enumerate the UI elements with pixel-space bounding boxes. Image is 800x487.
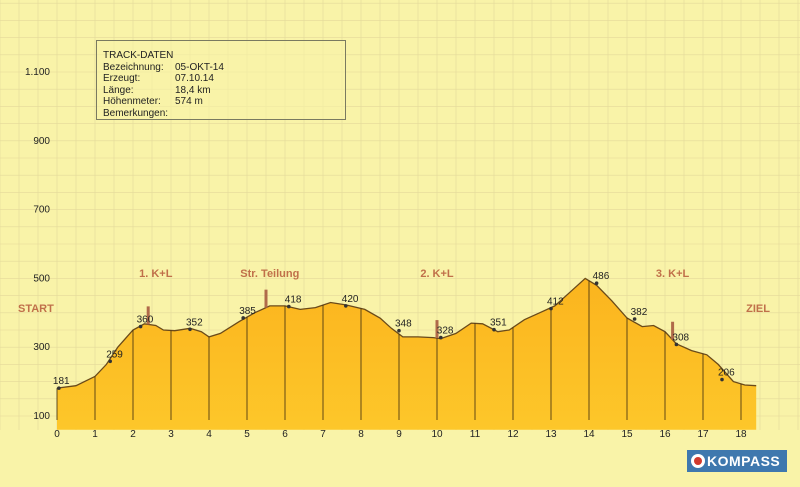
elevation-point-label: 486 — [593, 271, 610, 282]
x-tick-label: 2 — [130, 429, 136, 440]
x-tick-label: 15 — [621, 429, 633, 440]
elevation-point — [632, 317, 637, 321]
elevation-point-label: 418 — [285, 295, 302, 306]
elevation-point-label: 348 — [395, 319, 412, 330]
logo-text: KOMPASS — [707, 453, 781, 469]
elevation-point — [344, 304, 348, 308]
x-tick-label: 1 — [92, 429, 98, 440]
waypoint-annotation: 1. K+L — [139, 268, 173, 280]
elevation-point-label: 328 — [437, 326, 454, 337]
x-tick-label: 5 — [244, 429, 250, 440]
x-tick-label: 7 — [320, 429, 326, 440]
info-value: 05-OKT-14 — [175, 61, 224, 73]
waypoint-annotation: ZIEL — [746, 303, 770, 315]
info-row-length: Länge: 18,4 km — [103, 85, 345, 97]
elevation-point — [439, 335, 443, 340]
x-tick-label: 11 — [470, 429, 481, 440]
y-tick-label: 300 — [33, 342, 50, 353]
info-key: Erzeugt: — [103, 73, 141, 85]
info-value: 18,4 km — [175, 84, 211, 96]
waypoint-marker — [264, 289, 268, 308]
kompass-logo-icon — [691, 454, 705, 468]
y-tick-label: 1.100 — [25, 67, 50, 78]
info-row-elevation: Höhenmeter: 574 m — [103, 96, 345, 108]
elevation-point-label: 420 — [342, 294, 359, 305]
elevation-point — [241, 316, 245, 320]
info-key: Bemerkungen: — [103, 107, 169, 119]
elevation-point-label: 412 — [547, 297, 564, 308]
elevation-point — [594, 281, 599, 286]
waypoint-marker — [671, 321, 675, 340]
elevation-point-label: 382 — [631, 307, 648, 318]
y-tick-label: 500 — [33, 273, 50, 284]
x-tick-label: 3 — [168, 429, 174, 440]
waypoint-annotation: 2. K+L — [420, 268, 454, 280]
elevation-point-label: 308 — [672, 332, 689, 343]
elevation-point — [720, 377, 724, 382]
elevation-point — [674, 342, 679, 347]
waypoint-annotation: Str. Teilung — [240, 268, 299, 280]
x-tick-label: 14 — [583, 429, 595, 440]
elevation-point-label: 259 — [106, 349, 123, 360]
elevation-point-label: 360 — [137, 315, 154, 326]
elevation-point — [287, 304, 291, 309]
track-data-box: TRACK-DATEN Bezeichnung: 05-OKT-14 Erzeu… — [96, 40, 346, 120]
y-tick-label: 700 — [33, 205, 50, 216]
elevation-point — [492, 327, 496, 332]
elevation-line — [56, 277, 757, 389]
x-tick-label: 18 — [735, 429, 747, 440]
waypoint-annotations: START 1. K+L Str. Teilung 2. K+L 3. K+L ZIEL — [18, 268, 770, 315]
waypoint-markers — [146, 289, 675, 340]
x-tick-label: 10 — [431, 429, 443, 440]
info-key: Bezeichnung: — [103, 61, 164, 73]
y-tick-label: 900 — [33, 136, 50, 147]
elevation-area — [56, 277, 757, 430]
elevation-point — [397, 328, 401, 333]
y-tick-label: 100 — [33, 411, 50, 422]
x-tick-label: 4 — [206, 429, 212, 440]
info-row-created: Erzeugt: 07.10.14 — [103, 73, 345, 85]
x-tick-label: 17 — [697, 429, 709, 440]
info-row-remarks: Bemerkungen: — [103, 108, 345, 120]
x-tick-label: 6 — [282, 429, 288, 440]
waypoint-annotation: 3. K+L — [656, 268, 690, 280]
x-tick-label: 16 — [659, 429, 671, 440]
kompass-logo: KOMPASS — [687, 450, 787, 472]
x-tick-label: 13 — [545, 429, 557, 440]
elevation-point-label: 351 — [490, 318, 507, 329]
info-key: Länge: — [103, 84, 134, 96]
waypoint-marker — [435, 320, 439, 339]
waypoint-marker — [146, 306, 150, 325]
elevation-point — [108, 359, 112, 364]
elevation-point-label: 352 — [186, 317, 203, 328]
track-data-title: TRACK-DATEN — [103, 50, 174, 61]
elevation-point — [549, 306, 553, 311]
info-value: 574 m — [175, 96, 203, 108]
y-axis-ticks: 100 300 500 700 900 1.100 — [25, 67, 50, 422]
x-tick-label: 12 — [507, 429, 519, 440]
elevation-area-fill — [57, 278, 757, 430]
elevation-point — [188, 327, 192, 332]
x-tick-label: 9 — [396, 429, 402, 440]
elevation-point — [138, 324, 143, 329]
x-axis-ticks: 0 1 2 3 4 5 6 7 8 9 10 11 12 13 14 15 16 17 18 — [54, 429, 747, 440]
info-value: 07.10.14 — [175, 73, 214, 85]
info-row-name: Bezeichnung: 05-OKT-14 — [103, 62, 345, 74]
elevation-point — [57, 386, 61, 390]
x-tick-label: 0 — [54, 429, 60, 440]
elevation-point-label: 206 — [718, 368, 735, 379]
x-tick-label: 8 — [358, 429, 364, 440]
elevation-point-label: 181 — [53, 376, 70, 387]
waypoint-annotation: START — [18, 303, 54, 315]
km-drop-lines — [56, 280, 742, 420]
elevation-point-labels: 181 259 360 352 385 418 420 348 328 351 412 486 382 3… — [53, 271, 735, 390]
elevation-point-label: 385 — [239, 306, 256, 317]
info-key: Höhenmeter: — [103, 96, 161, 108]
